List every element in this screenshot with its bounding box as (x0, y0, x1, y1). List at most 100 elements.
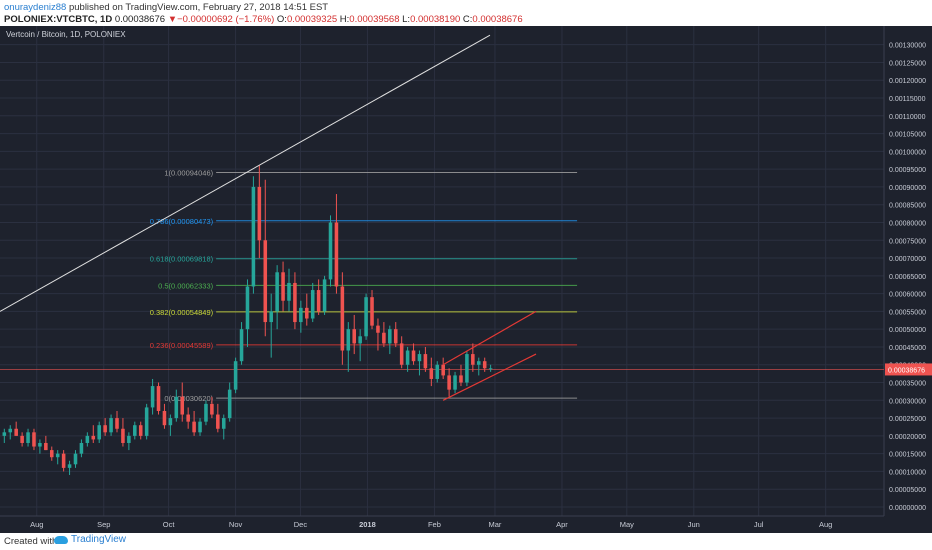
close-label: C: (462, 14, 473, 25)
candle-up (133, 425, 137, 436)
candle-down (115, 418, 119, 429)
x-axis-labels: Aug Sep Oct Nov Dec 2018 Feb Mar Apr May Jun Jul Aug (30, 520, 832, 529)
y-tick-label: 0.00025000 (889, 416, 926, 423)
candle-up (417, 354, 422, 362)
candle-up (275, 272, 279, 312)
low-value: 0.00038190 (410, 14, 461, 25)
tradingview-brand: TradingView (71, 534, 127, 545)
candle-up (227, 389, 232, 419)
candle-down (138, 425, 143, 436)
channel-upper-line (442, 310, 537, 366)
candle-down (352, 329, 357, 344)
candle-up (26, 432, 30, 443)
publish-date: published on TradingView.com, February 2… (68, 2, 329, 13)
candle-up (109, 418, 113, 433)
y-tick-label: 0.00005000 (889, 487, 926, 494)
candle-down (471, 354, 475, 365)
chart-background (0, 26, 932, 533)
x-tick-label: May (620, 520, 634, 529)
fib-level-label: 0.618(0.00069818) (150, 255, 214, 264)
author-link[interactable]: onuraydeniz88 (4, 2, 67, 13)
candle-up (198, 421, 202, 433)
candle-down (32, 432, 36, 447)
y-tick-label: 0.00075000 (889, 238, 926, 245)
last-price-tag (885, 363, 932, 376)
fib-level-label: 0.786(0.00080473) (150, 217, 214, 226)
candle-down (393, 329, 398, 344)
candlestick-chart[interactable]: 0.00130000 0.00125000 0.00120000 0.00115000… (0, 26, 932, 533)
y-tick-label: 0.00110000 (889, 114, 926, 121)
y-tick-label: 0.00055000 (889, 309, 926, 316)
candle-up (364, 297, 368, 337)
candle-down (459, 375, 463, 383)
y-tick-label: 0.00010000 (889, 469, 926, 476)
y-tick-label: 0.00105000 (889, 132, 926, 139)
candle-up (358, 336, 362, 344)
y-tick-label: 0.00000000 (889, 505, 926, 512)
candle-up (55, 453, 60, 458)
y-tick-label: 0.00050000 (889, 327, 926, 334)
candle-down (263, 240, 268, 323)
fib-level-label: 0(0.00030620) (164, 394, 213, 403)
x-tick-label: Apr (556, 520, 568, 529)
candles (2, 165, 493, 475)
channel-lower-line (442, 353, 537, 401)
fib-level-label: 1(0.00094046) (164, 169, 213, 178)
grid-lines (0, 26, 884, 516)
y-tick-label: 0.00080000 (889, 220, 926, 227)
symbol-name: POLONIEX:VTCBTC, 1D (4, 14, 113, 25)
close-value: 0.00038676 (472, 14, 523, 25)
candle-up (2, 432, 7, 436)
open-value: 0.00039325 (286, 14, 338, 25)
candle-down (281, 272, 285, 301)
x-tick-label: Aug (819, 520, 832, 529)
y-tick-label: 0.00070000 (889, 256, 926, 263)
candle-down (121, 428, 125, 443)
y-tick-label: 0.00095000 (889, 167, 926, 174)
tradingview-cloud-icon (54, 535, 68, 544)
candle-down (441, 364, 445, 376)
candle-up (310, 290, 315, 319)
candle-down (156, 386, 161, 411)
x-tick-label: Dec (294, 520, 308, 529)
y-axis-labels: 0.00130000 0.00125000 0.00120000 0.00115000… (889, 43, 926, 512)
candle-down (340, 286, 345, 351)
tradingview-link[interactable]: TradingView (54, 534, 126, 545)
candle-down (399, 343, 404, 365)
candle-up (73, 453, 78, 465)
candle-down (482, 361, 487, 369)
y-tick-label: 0.00130000 (889, 43, 926, 50)
candle-up (322, 279, 327, 312)
candle-down (216, 414, 220, 429)
y-tick-label: 0.00045000 (889, 345, 926, 352)
candle-up (85, 435, 90, 443)
candle-up (221, 418, 226, 429)
price-change: ▼−0.00000692 (−1.76%) (167, 14, 275, 25)
candle-up (269, 311, 273, 323)
candle-up (251, 186, 256, 287)
chart-panel[interactable]: 0.00130000 0.00125000 0.00120000 0.00115000… (0, 26, 932, 533)
x-tick-label: Oct (163, 520, 176, 529)
y-tick-label: 0.00015000 (889, 452, 926, 459)
candle-down (103, 425, 107, 433)
candle-up (79, 442, 84, 454)
candle-down (370, 297, 374, 326)
footer: Created with TradingView (0, 533, 932, 550)
publish-header: onuraydeniz88 published on TradingView.c… (0, 0, 932, 26)
candle-down (305, 307, 309, 319)
candle-down (162, 410, 167, 426)
created-with-label: Created with (4, 536, 58, 547)
candle-up (239, 329, 244, 362)
fib-level-label: 0.236(0.00045589) (150, 341, 214, 350)
candle-down (429, 368, 434, 379)
candle-up (453, 375, 457, 390)
fib-retracement: 1(0.00094046) 0.786(0.00080473) 0.618(0.00… (150, 169, 578, 403)
price-channel (442, 310, 537, 401)
x-tick-label: 2018 (359, 520, 376, 529)
candle-up (150, 386, 155, 408)
last-price: 0.00038676 (114, 14, 166, 25)
y-tick-label: 0.00065000 (889, 274, 926, 281)
candle-down (316, 290, 321, 312)
chart-title: Vertcoin / Bitcoin, 1D, POLONIEX (6, 30, 126, 39)
candle-up (8, 428, 13, 433)
